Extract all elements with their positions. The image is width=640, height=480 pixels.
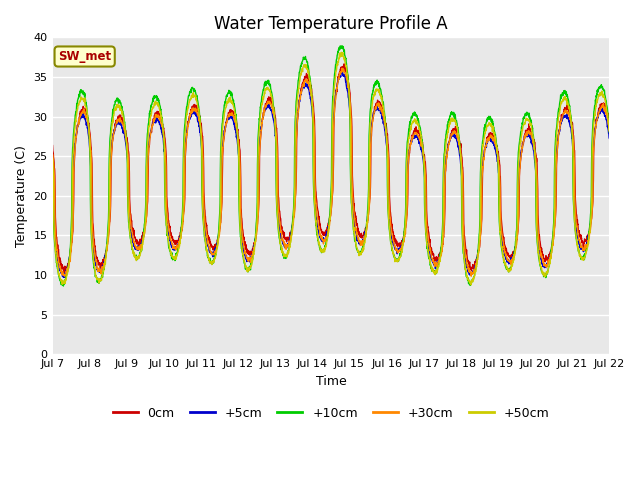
+50cm: [582, 252, 589, 258]
+30cm: [497, 213, 504, 219]
0cm: [152, 110, 160, 116]
+30cm: [152, 113, 160, 119]
0cm: [605, 120, 613, 126]
Text: SW_met: SW_met: [58, 50, 111, 63]
0cm: [60, 270, 68, 276]
+50cm: [200, 229, 208, 235]
+10cm: [201, 235, 209, 240]
Line: +10cm: +10cm: [52, 46, 609, 286]
+5cm: [49, 161, 56, 167]
+10cm: [152, 93, 160, 99]
0cm: [340, 61, 348, 67]
+5cm: [497, 228, 504, 234]
+10cm: [60, 283, 67, 289]
+30cm: [395, 248, 403, 254]
+10cm: [337, 43, 344, 49]
+30cm: [582, 245, 589, 251]
+10cm: [49, 158, 56, 164]
+50cm: [152, 101, 160, 107]
+30cm: [339, 66, 347, 72]
Legend: 0cm, +5cm, +10cm, +30cm, +50cm: 0cm, +5cm, +10cm, +30cm, +50cm: [108, 402, 554, 424]
+5cm: [201, 223, 209, 229]
+5cm: [152, 118, 160, 124]
+5cm: [60, 275, 68, 280]
+30cm: [200, 211, 208, 216]
+30cm: [605, 128, 613, 134]
Line: +5cm: +5cm: [52, 72, 609, 277]
0cm: [201, 206, 209, 212]
+10cm: [497, 235, 504, 241]
+5cm: [582, 246, 589, 252]
0cm: [582, 238, 589, 244]
+10cm: [582, 252, 589, 257]
+50cm: [49, 156, 56, 161]
0cm: [337, 66, 344, 72]
+30cm: [337, 72, 344, 77]
+5cm: [338, 69, 346, 75]
Line: +50cm: +50cm: [52, 52, 609, 285]
+50cm: [337, 52, 344, 58]
+30cm: [467, 273, 475, 279]
Title: Water Temperature Profile A: Water Temperature Profile A: [214, 15, 448, 33]
0cm: [395, 241, 403, 247]
+50cm: [395, 257, 403, 263]
+10cm: [395, 256, 403, 262]
0cm: [49, 143, 56, 148]
Line: +30cm: +30cm: [52, 69, 609, 276]
X-axis label: Time: Time: [316, 374, 346, 387]
0cm: [497, 185, 504, 191]
+50cm: [337, 49, 345, 55]
+5cm: [395, 247, 403, 252]
+5cm: [605, 135, 613, 141]
+50cm: [605, 128, 613, 134]
+50cm: [467, 282, 475, 288]
+50cm: [497, 232, 504, 238]
Y-axis label: Temperature (C): Temperature (C): [15, 145, 28, 247]
+5cm: [337, 73, 344, 79]
Line: 0cm: 0cm: [52, 64, 609, 273]
+30cm: [49, 151, 56, 157]
+10cm: [337, 44, 344, 50]
+10cm: [605, 130, 613, 135]
